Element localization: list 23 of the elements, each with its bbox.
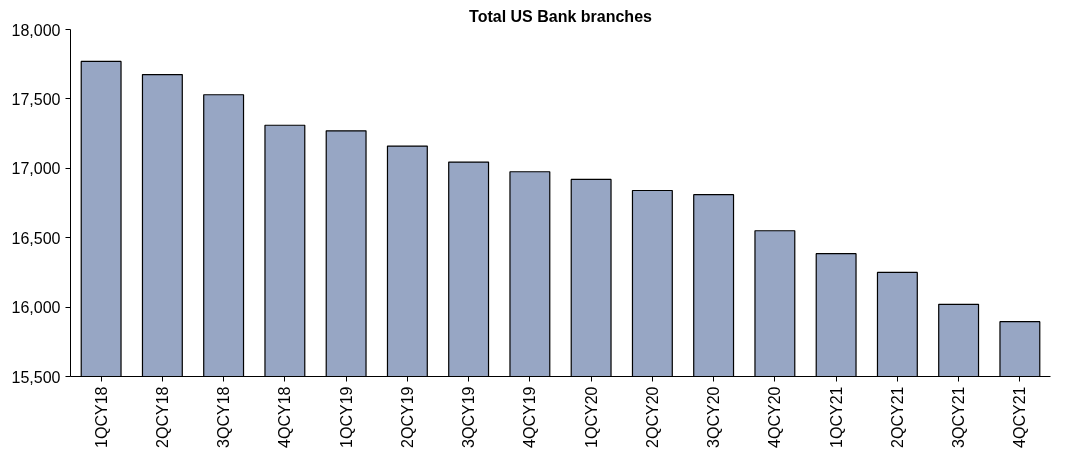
y-tick-label: 17,500	[11, 90, 61, 108]
chart-title: Total US Bank branches	[469, 7, 653, 25]
x-tick-label: 3QCY20	[705, 386, 723, 448]
x-tick-label: 4QCY21	[1011, 386, 1029, 448]
x-tick-label: 1QCY21	[827, 386, 845, 448]
x-tick-label: 4QCY18	[276, 386, 294, 448]
y-tick-label: 15,500	[11, 368, 61, 386]
y-tick-label: 17,000	[11, 160, 61, 178]
x-tick-label: 3QCY21	[950, 386, 968, 448]
x-tick-label: 1QCY20	[582, 386, 600, 448]
x-tick-label: 1QCY19	[337, 386, 355, 448]
x-tick-label: 2QCY19	[398, 386, 416, 448]
y-tick-label: 16,500	[11, 229, 61, 247]
y-tick-label: 18,000	[11, 21, 61, 39]
x-tick-label: 4QCY19	[521, 386, 539, 448]
x-tick-label: 3QCY18	[215, 386, 233, 448]
x-tick-label: 2QCY20	[643, 386, 661, 448]
x-tick-label: 1QCY18	[92, 386, 110, 448]
x-tick-label: 2QCY21	[888, 386, 906, 448]
x-tick-label: 2QCY18	[153, 386, 171, 448]
y-tick-label: 16,000	[11, 299, 61, 317]
x-tick-label: 4QCY20	[766, 386, 784, 448]
x-tick-label: 3QCY19	[460, 386, 478, 448]
